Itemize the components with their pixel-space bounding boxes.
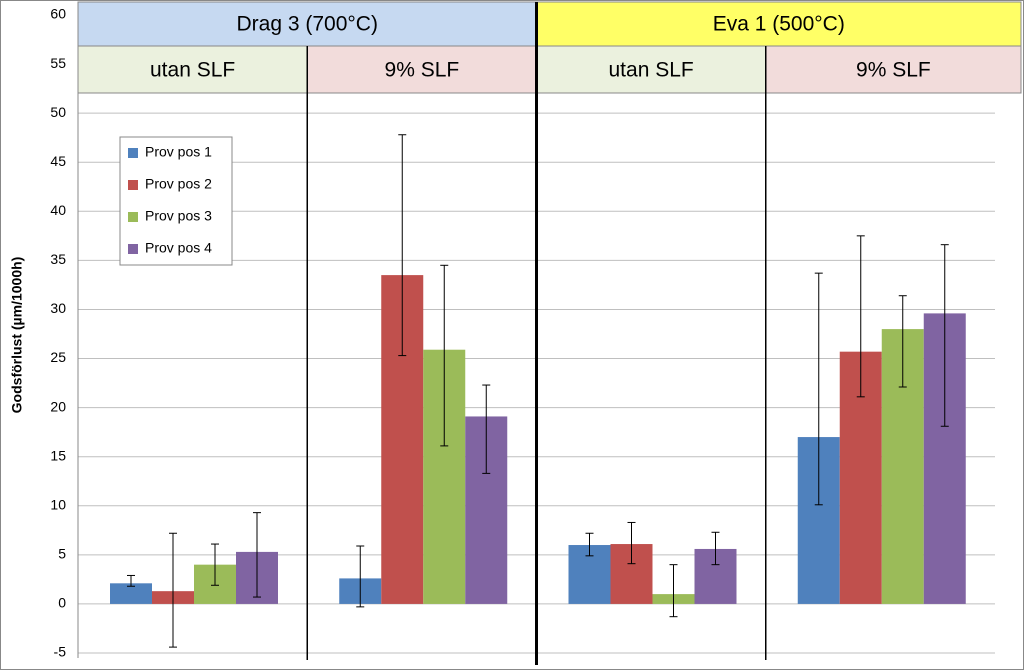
y-axis-label: Godsförlust (µm/1000h)	[9, 257, 25, 414]
category-header	[536, 45, 767, 94]
y-tick-label: 0	[58, 595, 66, 611]
y-tick-label: 10	[50, 496, 66, 512]
legend-swatch	[128, 244, 138, 254]
y-tick-label: 55	[50, 55, 66, 71]
bar	[110, 583, 152, 604]
category-header	[765, 45, 1022, 94]
category-label: 9% SLF	[856, 59, 931, 82]
legend-swatch	[128, 180, 138, 190]
y-tick-label: 45	[50, 153, 66, 169]
legend-label: Prov pos 3	[145, 208, 212, 224]
group-label: Eva 1 (500°C)	[713, 13, 845, 36]
y-tick-label: 20	[50, 398, 66, 414]
category-label: 9% SLF	[385, 59, 460, 82]
group-label: Drag 3 (700°C)	[237, 13, 378, 36]
category-header	[306, 45, 537, 94]
category-label: utan SLF	[150, 59, 235, 82]
legend-box	[119, 136, 233, 266]
y-tick-label: 50	[50, 104, 66, 120]
legend-swatch	[128, 148, 138, 158]
y-tick-label: 60	[50, 6, 66, 22]
y-tick-label: 5	[58, 546, 66, 562]
group-header	[536, 1, 1022, 47]
y-tick-label: 40	[50, 202, 66, 218]
legend-label: Prov pos 1	[145, 144, 212, 160]
y-tick-label: 35	[50, 251, 66, 267]
y-tick-label: 30	[50, 300, 66, 316]
category-header	[77, 45, 308, 94]
y-tick-label: -5	[54, 644, 67, 660]
legend-label: Prov pos 2	[145, 176, 212, 192]
category-label: utan SLF	[609, 59, 694, 82]
y-tick-label: 15	[50, 447, 66, 463]
legend-swatch	[128, 212, 138, 222]
y-tick-label: 25	[50, 349, 66, 365]
legend-label: Prov pos 4	[145, 240, 212, 256]
